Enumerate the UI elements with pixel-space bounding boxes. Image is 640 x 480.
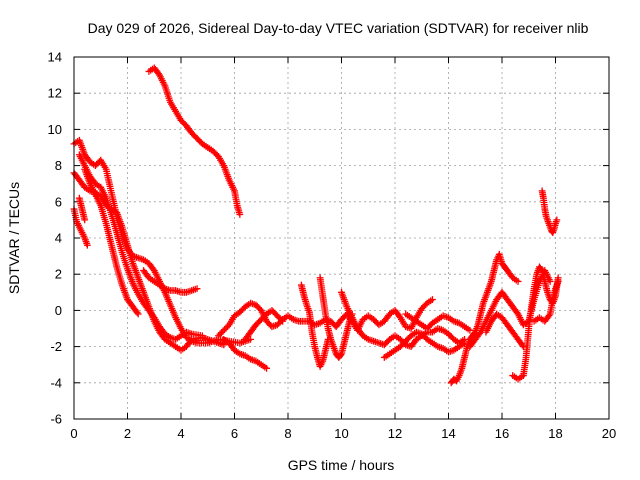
x-tick-label: 8 <box>284 426 291 441</box>
series-track-i <box>215 296 436 340</box>
x-tick-label: 2 <box>124 426 131 441</box>
data-point <box>337 351 345 359</box>
data-point <box>193 285 201 293</box>
data-point <box>216 330 224 338</box>
x-tick-label: 10 <box>334 426 348 441</box>
y-tick-label: -4 <box>50 375 62 390</box>
data-point <box>279 317 287 325</box>
series-track-q <box>447 250 522 387</box>
data-point <box>263 364 270 372</box>
data-point <box>554 278 562 285</box>
data-point <box>133 309 141 316</box>
data-point <box>219 327 227 335</box>
y-tick-label: 4 <box>55 231 62 246</box>
y-tick-label: 8 <box>55 158 62 173</box>
series-track-p <box>402 310 474 334</box>
axis-ticks: 0 2 4 6 8 10 12 14 16 18 20 -6 -4 -2 0 2 4 6 8 10 12 14 <box>48 50 617 442</box>
data-point <box>221 326 228 333</box>
x-tick-label: 0 <box>70 426 77 441</box>
y-tick-label: 12 <box>48 86 62 101</box>
x-tick-label: 18 <box>548 426 562 441</box>
data-point <box>236 211 244 218</box>
data-point <box>134 310 142 318</box>
grid-lines <box>74 57 609 419</box>
x-axis-label: GPS time / hours <box>288 457 395 473</box>
data-point <box>218 329 225 337</box>
y-tick-label: -2 <box>50 339 62 354</box>
y-axis-label: SDTVAR / TECUs <box>6 182 22 294</box>
data-point <box>466 326 474 334</box>
x-tick-label: 14 <box>441 426 455 441</box>
series-track-j <box>220 335 270 372</box>
series-track-f <box>75 194 89 224</box>
data-points <box>70 64 562 387</box>
data-point <box>222 324 230 332</box>
x-tick-label: 6 <box>231 426 238 441</box>
y-tick-label: -6 <box>50 412 62 427</box>
y-tick-label: 6 <box>55 194 62 209</box>
data-point <box>277 316 285 324</box>
plot-frame <box>73 56 610 420</box>
data-point <box>81 216 89 224</box>
series-track-o <box>380 328 468 361</box>
data-point <box>215 332 222 340</box>
data-point <box>545 312 553 319</box>
data-point <box>537 265 545 273</box>
y-tick-label: 0 <box>55 303 62 318</box>
series-track-d <box>81 165 142 318</box>
y-tick-label: 2 <box>55 267 62 282</box>
data-point <box>199 332 206 340</box>
series-track-s <box>482 310 527 350</box>
y-tick-label: 14 <box>48 50 62 65</box>
data-point <box>83 241 91 249</box>
x-tick-label: 16 <box>495 426 509 441</box>
x-tick-label: 4 <box>177 426 184 441</box>
series-track-e <box>70 205 91 249</box>
series-track-g <box>140 267 201 296</box>
series-track-k <box>241 307 287 343</box>
series-track-m <box>316 274 356 361</box>
y-tick-label: 10 <box>48 122 62 137</box>
series-track-l <box>297 281 332 370</box>
series-track-h <box>145 64 244 218</box>
x-tick-label: 20 <box>602 426 616 441</box>
data-point <box>429 296 436 303</box>
series-track-u <box>530 278 562 325</box>
chart-title: Day 029 of 2026, Sidereal Day-to-day VTE… <box>88 20 589 36</box>
data-point <box>553 216 561 224</box>
x-tick-label: 12 <box>388 426 402 441</box>
series-track-v <box>538 187 561 236</box>
data-point <box>514 278 522 285</box>
